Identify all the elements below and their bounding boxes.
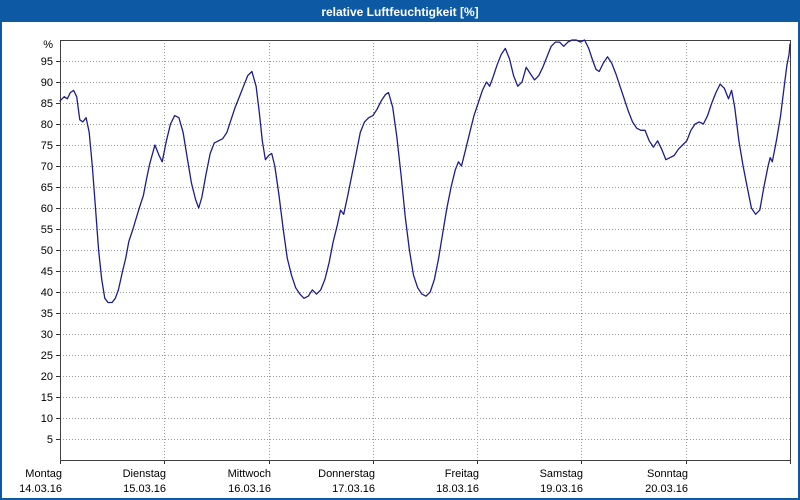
y-tick-label: 95 bbox=[41, 56, 53, 68]
x-date-label: 15.03.16 bbox=[123, 483, 166, 495]
window-titlebar: relative Luftfeuchtigkeit [%] bbox=[2, 2, 798, 22]
y-tick-label: 70 bbox=[41, 161, 53, 173]
y-tick-label: 65 bbox=[41, 182, 53, 194]
y-tick-label: 10 bbox=[41, 413, 53, 425]
x-date-label: 16.03.16 bbox=[228, 483, 271, 495]
y-tick-label: 30 bbox=[41, 329, 53, 341]
y-tick-label: 75 bbox=[41, 140, 53, 152]
x-axis-labels: Montag 14.03.16 Dienstag 15.03.16 Mittwoch 16… bbox=[19, 468, 688, 495]
y-tick-label: 20 bbox=[41, 371, 53, 383]
y-tick-label: 35 bbox=[41, 308, 53, 320]
axis-ticks bbox=[56, 61, 791, 464]
chart-area: 5 10 15 20 25 30 35 40 45 50 55 60 65 70 75 80 85 90 95% Mo… bbox=[2, 22, 798, 498]
y-axis-unit-label: % bbox=[43, 39, 53, 51]
x-date-label: 14.03.16 bbox=[19, 483, 62, 495]
humidity-series-line bbox=[59, 39, 791, 304]
x-weekday-label: Sonntag bbox=[647, 468, 688, 480]
y-tick-label: 5 bbox=[47, 434, 53, 446]
gridlines bbox=[60, 40, 790, 460]
x-date-label: 18.03.16 bbox=[436, 483, 479, 495]
humidity-line-chart: 5 10 15 20 25 30 35 40 45 50 55 60 65 70 75 80 85 90 95% Mo… bbox=[19, 39, 791, 495]
x-weekday-label: Mittwoch bbox=[228, 468, 271, 480]
y-tick-label: 25 bbox=[41, 350, 53, 362]
x-weekday-label: Donnerstag bbox=[318, 468, 375, 480]
y-tick-label: 50 bbox=[41, 245, 53, 257]
x-weekday-label: Montag bbox=[25, 468, 62, 480]
x-weekday-label: Freitag bbox=[445, 468, 479, 480]
y-axis-labels: 5 10 15 20 25 30 35 40 45 50 55 60 65 70 75 80 85 90 95% bbox=[41, 39, 53, 446]
y-tick-label: 85 bbox=[41, 98, 53, 110]
x-weekday-label: Dienstag bbox=[123, 468, 166, 480]
y-tick-label: 80 bbox=[41, 119, 53, 131]
x-date-label: 19.03.16 bbox=[540, 483, 583, 495]
y-tick-label: 90 bbox=[41, 77, 53, 89]
y-tick-label: 40 bbox=[41, 287, 53, 299]
x-date-label: 17.03.16 bbox=[332, 483, 375, 495]
y-tick-label: 60 bbox=[41, 203, 53, 215]
y-tick-label: 15 bbox=[41, 392, 53, 404]
window-title: relative Luftfeuchtigkeit [%] bbox=[321, 5, 479, 19]
y-tick-label: 55 bbox=[41, 224, 53, 236]
plot-border bbox=[60, 40, 791, 461]
x-date-label: 20.03.16 bbox=[645, 483, 688, 495]
y-tick-label: 45 bbox=[41, 266, 53, 278]
x-weekday-label: Samstag bbox=[540, 468, 583, 480]
